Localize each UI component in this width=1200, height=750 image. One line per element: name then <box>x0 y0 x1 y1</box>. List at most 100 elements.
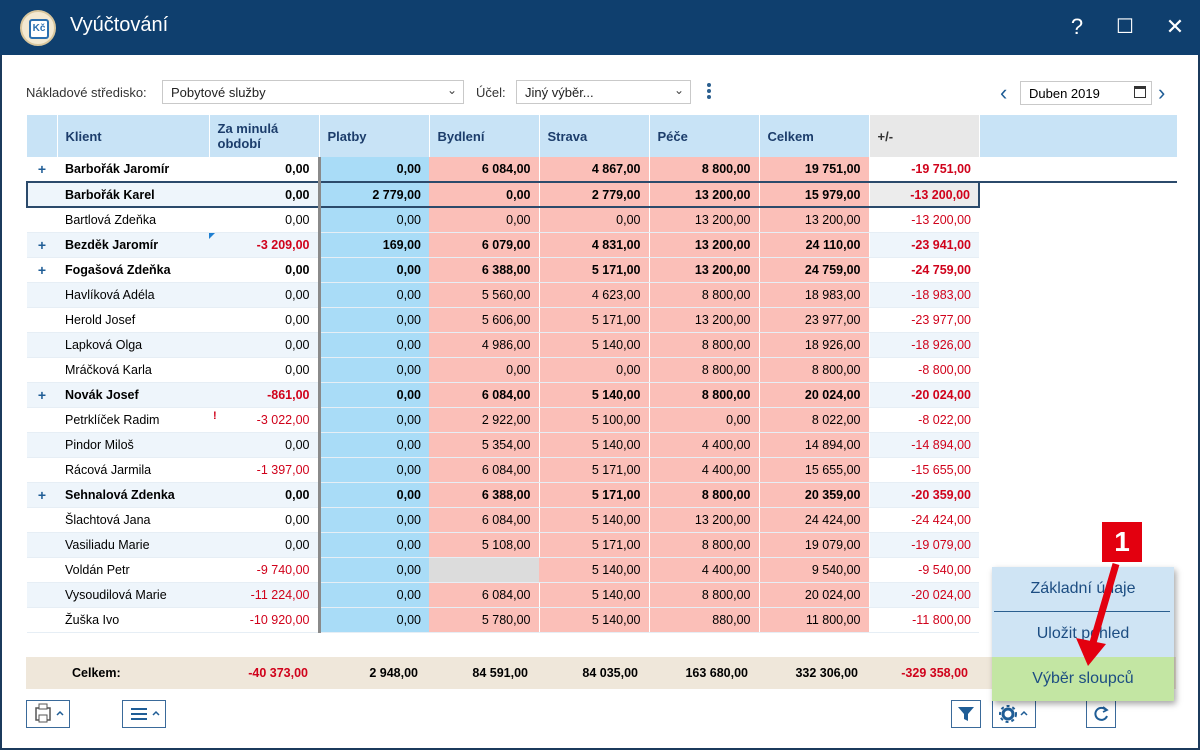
help-button[interactable]: ? <box>1070 14 1084 39</box>
care-cell[interactable]: 8 800,00 <box>649 532 760 558</box>
expand-icon[interactable]: + <box>27 232 57 258</box>
total-cell[interactable]: 24 759,00 <box>759 257 870 283</box>
header-housing[interactable]: Bydlení <box>429 115 540 157</box>
client-name-cell[interactable]: Šlachtová Jana <box>57 507 209 533</box>
table-row[interactable]: Herold Josef 0,00 0,00 5 606,00 5 171,00 13 2… <box>27 307 1177 333</box>
care-cell[interactable]: 8 800,00 <box>649 332 760 358</box>
housing-cell[interactable] <box>429 557 539 583</box>
balance-cell[interactable]: -23 977,00 <box>869 307 979 333</box>
housing-cell[interactable]: 6 079,00 <box>429 232 540 258</box>
total-cell[interactable]: 19 751,00 <box>759 157 870 183</box>
food-cell[interactable]: 5 140,00 <box>539 507 650 533</box>
table-row[interactable]: Vysoudilová Marie -11 224,00 0,00 6 084,00 5… <box>27 582 1177 608</box>
expand-icon[interactable]: + <box>27 157 57 183</box>
table-row[interactable]: + Barbořák Jaromír 0,00 0,00 6 084,00 4 867,0… <box>27 157 1177 183</box>
table-row[interactable]: Bartlová Zdeňka 0,00 0,00 0,00 0,00 13 200,00… <box>27 207 1177 233</box>
table-row[interactable]: Petrklíček Radim -3 022,00! 0,00 2 922,00 5 … <box>27 407 1177 433</box>
payments-cell[interactable]: 0,00 <box>319 332 429 358</box>
previous-cell[interactable]: 0,00 <box>209 207 321 233</box>
care-cell[interactable]: 13 200,00 <box>649 181 760 208</box>
previous-cell[interactable]: 0,00 <box>209 432 321 458</box>
balance-cell[interactable]: -20 024,00 <box>869 582 979 608</box>
client-name-cell[interactable]: Pindor Miloš <box>57 432 209 458</box>
client-name-cell[interactable]: Mráčková Karla <box>57 357 209 383</box>
previous-cell[interactable]: 0,00 <box>209 307 321 333</box>
housing-cell[interactable]: 6 388,00 <box>429 257 540 283</box>
previous-period-icon[interactable]: ‹ <box>1000 80 1008 105</box>
payments-cell[interactable]: 0,00 <box>319 557 429 583</box>
care-cell[interactable]: 4 400,00 <box>649 557 760 583</box>
client-name-cell[interactable]: Barbořák Jaromír <box>57 157 209 183</box>
care-cell[interactable]: 13 200,00 <box>649 232 760 258</box>
care-cell[interactable]: 880,00 <box>649 607 760 633</box>
food-cell[interactable]: 5 140,00 <box>539 382 650 408</box>
total-cell[interactable]: 24 110,00 <box>759 232 870 258</box>
table-row[interactable]: Mráčková Karla 0,00 0,00 0,00 0,00 8 800,00 8 … <box>27 357 1177 383</box>
previous-cell[interactable]: 0,00 <box>209 482 321 508</box>
balance-cell[interactable]: -18 983,00 <box>869 282 979 308</box>
table-row[interactable]: Vasiliadu Marie 0,00 0,00 5 108,00 5 171,00 8… <box>27 532 1177 558</box>
next-period-icon[interactable]: › <box>1158 80 1166 105</box>
total-cell[interactable]: 8 800,00 <box>759 357 870 383</box>
period-picker[interactable]: Duben 2019 <box>1020 81 1152 105</box>
total-cell[interactable]: 18 983,00 <box>759 282 870 308</box>
previous-cell[interactable]: 0,00 <box>209 257 321 283</box>
housing-cell[interactable]: 0,00 <box>429 207 540 233</box>
balance-cell[interactable]: -13 200,00 <box>869 207 979 233</box>
housing-cell[interactable]: 5 780,00 <box>429 607 540 633</box>
balance-cell[interactable]: -19 079,00 <box>869 532 979 558</box>
payments-cell[interactable]: 0,00 <box>319 257 429 283</box>
client-name-cell[interactable]: Fogašová Zdeňka <box>57 257 209 283</box>
client-name-cell[interactable]: Žuška Ivo <box>57 607 209 633</box>
client-name-cell[interactable]: Barbořák Karel <box>57 181 209 208</box>
expand-icon[interactable]: + <box>27 482 57 508</box>
table-row[interactable]: Rácová Jarmila -1 397,00 0,00 6 084,00 5 171… <box>27 457 1177 483</box>
client-name-cell[interactable]: Novák Josef <box>57 382 209 408</box>
care-cell[interactable]: 8 800,00 <box>649 157 760 183</box>
payments-cell[interactable]: 0,00 <box>319 482 429 508</box>
payments-cell[interactable]: 0,00 <box>319 357 429 383</box>
balance-cell[interactable]: -8 022,00 <box>869 407 979 433</box>
header-previous[interactable]: Za minulá období <box>209 115 320 157</box>
balance-cell[interactable]: -24 424,00 <box>869 507 979 533</box>
expand-icon[interactable]: + <box>27 382 57 408</box>
header-food[interactable]: Strava <box>539 115 650 157</box>
housing-cell[interactable]: 6 388,00 <box>429 482 540 508</box>
care-cell[interactable]: 8 800,00 <box>649 582 760 608</box>
food-cell[interactable]: 5 140,00 <box>539 557 650 583</box>
menu-item-select-columns[interactable]: Výběr sloupců <box>992 657 1174 701</box>
care-cell[interactable]: 8 800,00 <box>649 357 760 383</box>
total-cell[interactable]: 19 079,00 <box>759 532 870 558</box>
housing-cell[interactable]: 6 084,00 <box>429 507 540 533</box>
payments-cell[interactable]: 0,00 <box>319 607 429 633</box>
food-cell[interactable]: 5 171,00 <box>539 482 650 508</box>
table-row[interactable]: + Bezděk Jaromír -3 209,00 169,00 6 079,00 4 … <box>27 232 1177 258</box>
header-client[interactable]: Klient <box>57 115 210 157</box>
client-name-cell[interactable]: Voldán Petr <box>57 557 209 583</box>
housing-cell[interactable]: 6 084,00 <box>429 157 540 183</box>
payments-cell[interactable]: 0,00 <box>319 532 429 558</box>
table-row[interactable]: Lapková Olga 0,00 0,00 4 986,00 5 140,00 8 80… <box>27 332 1177 358</box>
balance-cell[interactable]: -13 200,00 <box>869 181 980 208</box>
previous-cell[interactable]: 0,00 <box>209 157 321 183</box>
payments-cell[interactable]: 2 779,00 <box>319 181 429 208</box>
balance-cell[interactable]: -20 359,00 <box>869 482 979 508</box>
previous-cell[interactable]: -1 397,00 <box>209 457 321 483</box>
total-cell[interactable]: 13 200,00 <box>759 207 870 233</box>
balance-cell[interactable]: -9 540,00 <box>869 557 979 583</box>
filter-button[interactable] <box>951 700 981 728</box>
expand-icon[interactable]: + <box>27 257 57 283</box>
previous-cell[interactable]: 0,00 <box>209 332 321 358</box>
table-row[interactable]: + Sehnalová Zdenka 0,00 0,00 6 388,00 5 171,0… <box>27 482 1177 508</box>
previous-cell[interactable]: 0,00 <box>209 282 321 308</box>
food-cell[interactable]: 5 100,00 <box>539 407 650 433</box>
housing-cell[interactable]: 6 084,00 <box>429 582 540 608</box>
total-cell[interactable]: 8 022,00 <box>759 407 870 433</box>
housing-cell[interactable]: 6 084,00 <box>429 457 540 483</box>
balance-cell[interactable]: -20 024,00 <box>869 382 979 408</box>
care-cell[interactable]: 13 200,00 <box>649 207 760 233</box>
table-row[interactable]: Barbořák Karel 0,00 2 779,00 0,00 2 779,00 13… <box>26 181 1177 208</box>
payments-cell[interactable]: 0,00 <box>319 382 429 408</box>
food-cell[interactable]: 0,00 <box>539 357 650 383</box>
care-cell[interactable]: 0,00 <box>649 407 760 433</box>
